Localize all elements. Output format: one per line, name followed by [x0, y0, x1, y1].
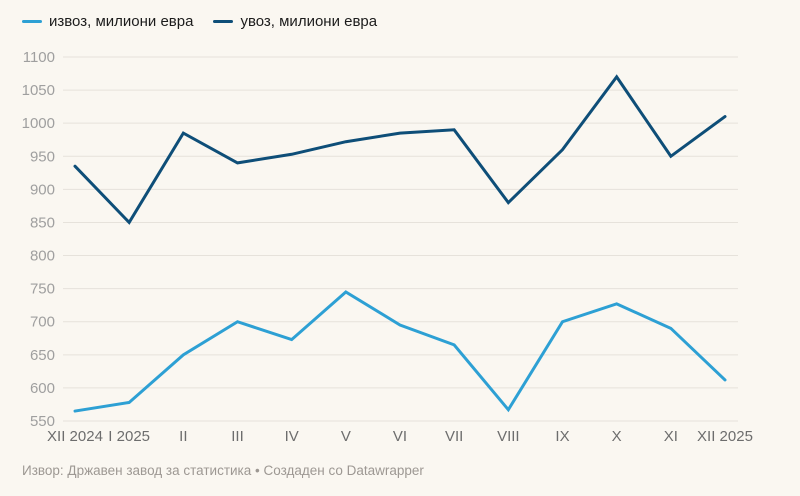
chart-footer: Извор: Државен завод за статистика • Соз… [22, 463, 424, 478]
y-axis-tick-label: 1050 [22, 82, 55, 99]
x-axis-tick-label: VI [393, 428, 407, 445]
legend-label-exports: извоз, милиони евра [49, 13, 194, 30]
exports-line [73, 290, 727, 413]
y-axis-tick-label: 900 [30, 181, 55, 198]
x-axis-tick-label: VII [445, 428, 463, 445]
legend-swatch-exports-icon [22, 20, 42, 23]
imports-line [73, 74, 727, 225]
y-axis-tick-label: 650 [30, 347, 55, 364]
y-axis-tick-label: 700 [30, 314, 55, 331]
x-axis-tick-label: V [341, 428, 351, 445]
x-axis-tick-label: IX [555, 428, 569, 445]
legend-swatch-imports-icon [213, 20, 234, 23]
x-axis-tick-label: II [179, 428, 187, 445]
chart-legend: извоз, милиони евра увоз, милиони евра [22, 14, 377, 29]
legend-label-imports: увоз, милиони евра [240, 13, 378, 30]
y-axis-tick-label: 800 [30, 248, 55, 265]
y-axis-tick-label: 950 [30, 148, 55, 165]
x-axis-tick-label: X [612, 428, 622, 445]
y-axis-tick-label: 600 [30, 380, 55, 397]
y-axis-tick-label: 750 [30, 281, 55, 298]
legend-item-exports: извоз, милиони евра [22, 14, 193, 29]
y-axis-tick-label: 1100 [23, 49, 55, 66]
x-axis-tick-label: XII 2025 [697, 428, 753, 445]
y-axis-tick-label: 1000 [22, 115, 55, 132]
x-axis-tick-label: XII 2024 [47, 428, 103, 445]
x-axis-tick-label: III [231, 428, 244, 445]
y-axis-tick-label: 850 [30, 214, 55, 231]
x-axis-tick-label: I 2025 [108, 428, 150, 445]
x-axis-tick-label: IV [285, 428, 299, 445]
y-axis-tick-label: 550 [30, 413, 55, 430]
x-axis-tick-label: XI [664, 428, 678, 445]
line-chart: 550 600 650 700 750 800 850 900 950 1000 1050 1100 X… [22, 49, 753, 445]
x-axis-tick-label: VIII [497, 428, 520, 445]
legend-item-imports: увоз, милиони евра [213, 14, 377, 29]
